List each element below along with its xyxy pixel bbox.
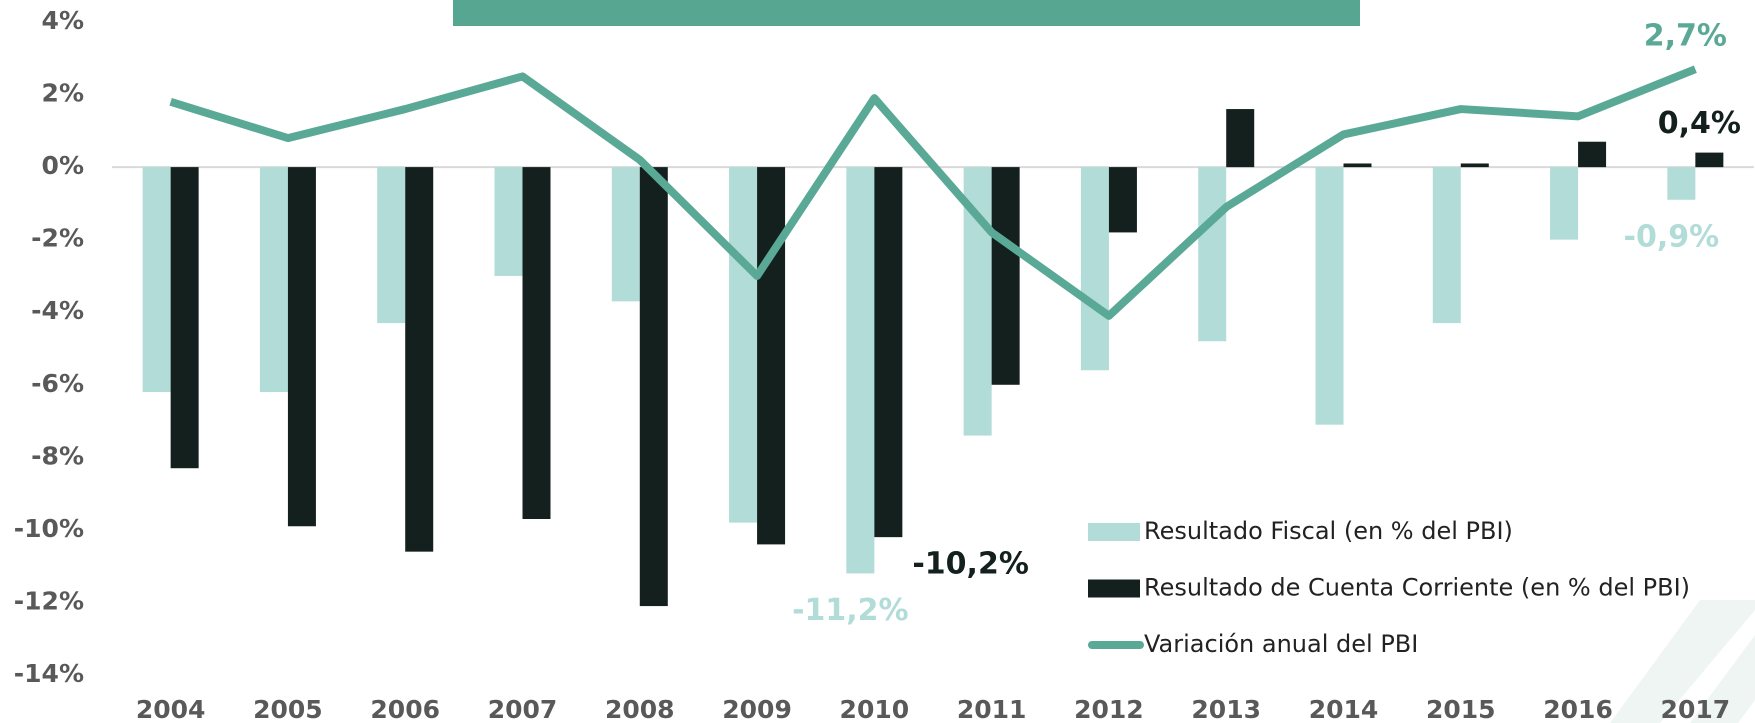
bar [1550,167,1579,240]
bar [377,167,406,324]
bar [1432,167,1461,324]
bar [142,167,171,393]
bar [1667,167,1696,200]
bar [991,167,1020,385]
bar [170,167,199,469]
bar [757,167,786,545]
legend-label: Variación anual del PBI [1144,630,1418,658]
title-banner [453,0,1360,26]
x-tick-label: 2009 [722,695,792,723]
bar [405,167,434,552]
bar [639,167,668,607]
line [169,65,1697,320]
y-tick-label: 4% [42,6,84,35]
data-label: -0,9% [1624,219,1720,254]
x-tick-label: 2013 [1191,695,1261,723]
bar [846,167,875,574]
x-tick-label: 2004 [136,695,206,723]
bar [1108,167,1137,233]
bar [611,167,640,302]
y-tick-label: -8% [31,441,84,470]
decor-stripe [1610,600,1755,723]
x-tick-label: 2016 [1543,695,1613,723]
x-tick-label: 2012 [1074,695,1144,723]
bar [259,167,288,393]
bar [522,167,551,520]
bar [1080,167,1109,371]
y-tick-label: -10% [14,514,84,543]
decor-stripe [1690,635,1755,723]
legend-swatch [1088,579,1140,598]
legend-swatch [1088,523,1140,541]
bar [1226,109,1255,168]
x-tick-label: 2010 [840,695,910,723]
bar [1460,163,1489,168]
x-tick-label: 2017 [1661,695,1731,723]
data-label: 0,4% [1658,106,1741,141]
bar [1315,167,1344,425]
bar [729,167,758,523]
x-tick-label: 2007 [488,695,558,723]
bar [1343,163,1372,168]
legend-label: Resultado Fiscal (en % del PBI) [1144,517,1513,545]
bar [287,167,316,527]
bar [1695,152,1724,168]
x-tick-label: 2014 [1309,695,1379,723]
x-tick-label: 2015 [1426,695,1496,723]
y-tick-label: -14% [14,659,84,688]
x-tick-label: 2008 [605,695,675,723]
y-tick-label: 0% [42,151,84,180]
x-tick-label: 2006 [370,695,440,723]
y-tick-label: 2% [42,79,84,108]
y-tick-label: -12% [14,586,84,615]
data-label: 2,7% [1644,19,1727,54]
data-label: -11,2% [792,593,909,628]
bar [1198,167,1227,342]
legend-label: Resultado de Cuenta Corriente (en % del … [1144,574,1690,602]
x-tick-label: 2005 [253,695,323,723]
data-label: -10,2% [912,547,1029,582]
x-tick-label: 2011 [957,695,1027,723]
bar [494,167,523,276]
y-tick-label: -6% [31,369,84,398]
y-tick-label: -4% [31,296,84,325]
bar [874,167,903,538]
bar [1578,141,1607,168]
y-tick-label: -2% [31,224,84,253]
